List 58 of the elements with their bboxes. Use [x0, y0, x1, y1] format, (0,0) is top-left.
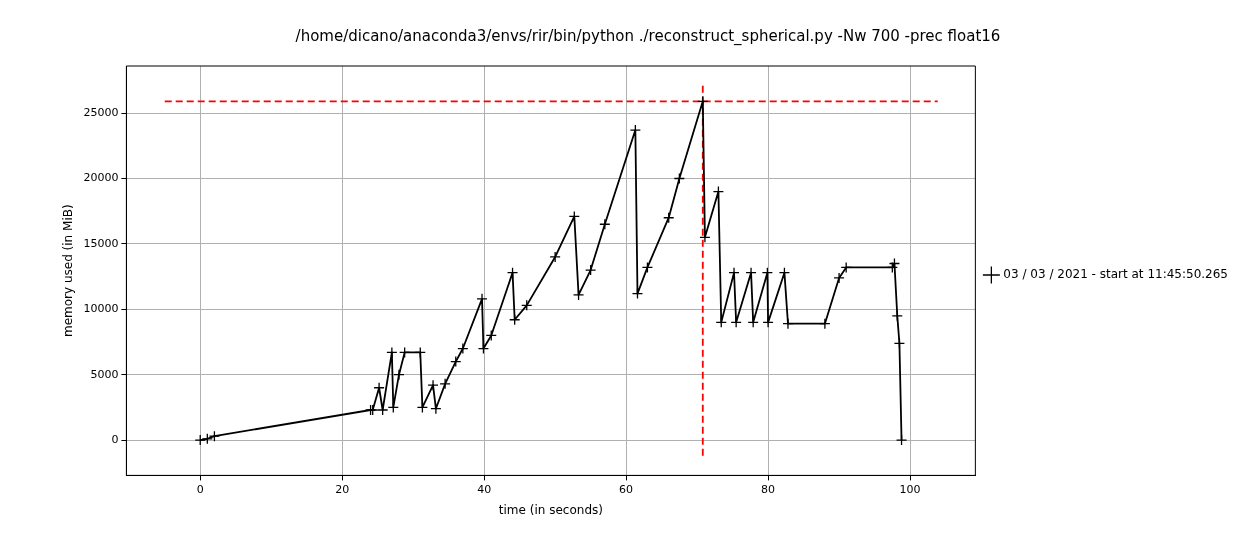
point — [477, 342, 490, 355]
point — [457, 342, 469, 355]
y-tick-label: 15000 — [83, 236, 119, 250]
y-tick-label: 20000 — [83, 171, 119, 185]
point — [399, 346, 411, 359]
point — [840, 261, 852, 274]
point — [506, 267, 519, 279]
point — [485, 329, 497, 342]
point — [584, 264, 597, 276]
point — [427, 379, 439, 391]
y-tick-label: 5000 — [90, 367, 119, 381]
point — [697, 95, 709, 107]
y-tick-label: 10000 — [83, 302, 119, 316]
point — [833, 272, 845, 284]
y-tick-label: 25000 — [83, 105, 119, 119]
point — [521, 299, 533, 312]
point — [762, 316, 774, 329]
point — [782, 318, 794, 330]
x-tick-label: 80 — [761, 482, 776, 496]
point — [194, 434, 206, 446]
point — [387, 401, 399, 414]
point — [673, 172, 686, 185]
x-tick-label: 60 — [619, 482, 634, 496]
x-axis-title: time (in seconds) — [498, 502, 603, 517]
point — [715, 316, 727, 329]
point — [893, 337, 906, 349]
point — [747, 316, 759, 329]
point — [393, 369, 405, 381]
point — [450, 355, 462, 368]
legend-label: 03 / 03 / 2021 - start at 11:45:50.265 — [1003, 267, 1229, 282]
chart-title: /home/dicano/anaconda3/envs/rir/bin/python ./reconstruct_spherical.py -Nw 700 -prec float16 — [295, 26, 1001, 46]
point — [509, 314, 521, 326]
x-tick-label: 20 — [335, 482, 350, 496]
point — [631, 287, 644, 300]
point — [414, 346, 426, 359]
point — [476, 293, 488, 305]
point — [663, 212, 675, 224]
x-tick-label: 100 — [899, 482, 921, 496]
y-tick-label: 0 — [111, 432, 119, 446]
point — [416, 401, 429, 414]
point — [888, 257, 901, 270]
point — [891, 310, 903, 322]
point — [568, 210, 580, 223]
point — [430, 403, 442, 415]
point — [572, 289, 585, 301]
point — [439, 378, 451, 390]
point — [641, 261, 654, 274]
point — [208, 430, 221, 442]
point — [599, 218, 611, 230]
point — [549, 251, 561, 263]
point — [373, 382, 385, 394]
point — [819, 318, 831, 330]
x-tick-label: 0 — [196, 482, 204, 496]
point — [386, 346, 398, 359]
point — [886, 261, 898, 274]
point — [895, 434, 908, 446]
y-axis-title: memory used (in MiB) — [61, 204, 76, 338]
x-tick-label: 40 — [477, 482, 492, 496]
